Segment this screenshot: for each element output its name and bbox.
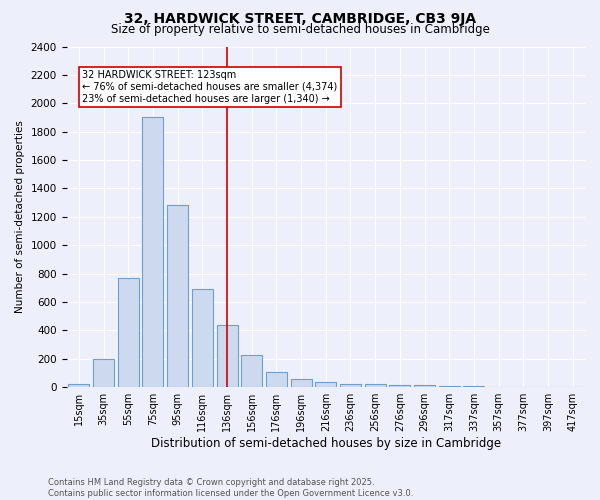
Bar <box>414 385 435 387</box>
Bar <box>389 385 410 387</box>
Bar <box>315 382 336 387</box>
Bar <box>93 359 114 387</box>
Bar <box>266 372 287 387</box>
Bar <box>290 378 311 387</box>
Bar <box>142 118 163 387</box>
Text: 32, HARDWICK STREET, CAMBRIDGE, CB3 9JA: 32, HARDWICK STREET, CAMBRIDGE, CB3 9JA <box>124 12 476 26</box>
Bar <box>241 354 262 387</box>
Bar <box>167 206 188 387</box>
Text: Contains HM Land Registry data © Crown copyright and database right 2025.
Contai: Contains HM Land Registry data © Crown c… <box>48 478 413 498</box>
Bar <box>439 386 460 387</box>
Text: Size of property relative to semi-detached houses in Cambridge: Size of property relative to semi-detach… <box>110 22 490 36</box>
Bar <box>365 384 386 387</box>
Y-axis label: Number of semi-detached properties: Number of semi-detached properties <box>15 120 25 314</box>
Bar <box>340 384 361 387</box>
Bar <box>68 384 89 387</box>
Bar <box>192 290 213 387</box>
Text: 32 HARDWICK STREET: 123sqm
← 76% of semi-detached houses are smaller (4,374)
23%: 32 HARDWICK STREET: 123sqm ← 76% of semi… <box>82 70 337 104</box>
Bar <box>463 386 484 387</box>
Bar <box>118 278 139 387</box>
Bar <box>217 326 238 387</box>
X-axis label: Distribution of semi-detached houses by size in Cambridge: Distribution of semi-detached houses by … <box>151 437 501 450</box>
